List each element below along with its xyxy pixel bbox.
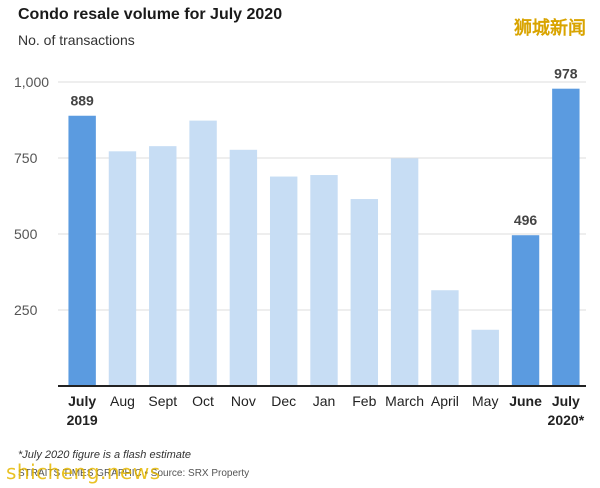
- x-tick-label: April: [431, 393, 459, 409]
- bar: [149, 146, 177, 386]
- y-tick-label: 250: [14, 302, 38, 318]
- bar: [68, 115, 96, 386]
- bar: [471, 329, 499, 386]
- source-credit: STRAITS TIMES GRAPHIC • Source: SRX Prop…: [18, 468, 250, 479]
- y-tick-label: 750: [14, 150, 38, 166]
- x-tick-label: March: [385, 393, 424, 409]
- x-tick-label: Sept: [148, 393, 177, 409]
- x-tick-label: July 2020*: [548, 393, 585, 428]
- x-tick-label: Dec: [271, 393, 296, 409]
- bar: [189, 120, 217, 386]
- chart-title: Condo resale volume for July 2020: [18, 6, 283, 23]
- x-tick-label: Oct: [192, 393, 214, 409]
- data-label: 889: [70, 93, 94, 109]
- chart-subtitle: No. of transactions: [18, 32, 135, 48]
- x-tick-label: Nov: [231, 393, 256, 409]
- bar: [229, 149, 258, 386]
- bar: [310, 175, 338, 386]
- x-tick-label: Aug: [110, 393, 135, 409]
- y-tick-label: 500: [14, 226, 38, 242]
- bar: [350, 199, 379, 386]
- y-tick-label: 1,000: [14, 74, 49, 90]
- x-tick-label: July 2019: [67, 393, 98, 428]
- data-label: 978: [554, 66, 578, 82]
- watermark-logo-cn: 狮城新闻: [514, 18, 586, 38]
- watermark-logo-en: shicheng.news: [6, 460, 161, 484]
- bar: [108, 151, 137, 386]
- x-tick-label: May: [472, 393, 498, 409]
- bar: [390, 158, 419, 386]
- x-tick-label: Jan: [313, 393, 336, 409]
- x-tick-label: Feb: [352, 393, 376, 409]
- footnote: *July 2020 figure is a flash estimate: [18, 449, 192, 461]
- bar: [431, 290, 459, 386]
- bar: [552, 88, 580, 387]
- bar: [269, 176, 298, 386]
- data-label: 496: [514, 212, 538, 228]
- x-tick-label: June: [509, 393, 542, 409]
- bar: [511, 235, 540, 386]
